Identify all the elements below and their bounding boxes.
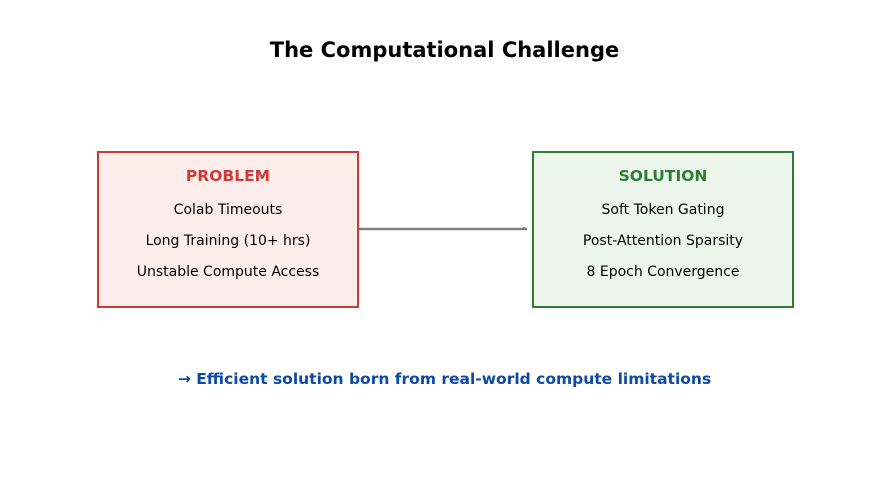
connector-arrow bbox=[359, 226, 528, 231]
problem-item: Unstable Compute Access bbox=[136, 264, 320, 280]
problem-heading: PROBLEM bbox=[185, 167, 271, 185]
solution-box: SOLUTION Soft Token Gating Post-Attentio… bbox=[532, 151, 794, 308]
solution-item: Post-Attention Sparsity bbox=[582, 233, 744, 249]
problem-item: Colab Timeouts bbox=[173, 202, 283, 218]
connector-tip bbox=[522, 226, 528, 230]
solution-heading: SOLUTION bbox=[618, 167, 708, 185]
solution-item: Soft Token Gating bbox=[601, 202, 725, 218]
problem-box: PROBLEM Colab Timeouts Long Training (10… bbox=[97, 151, 359, 308]
problem-item: Long Training (10+ hrs) bbox=[145, 233, 311, 249]
diagram-title: The Computational Challenge bbox=[269, 38, 620, 62]
solution-item: 8 Epoch Convergence bbox=[586, 264, 740, 280]
footer-note: → Efficient solution born from real-worl… bbox=[177, 370, 712, 388]
